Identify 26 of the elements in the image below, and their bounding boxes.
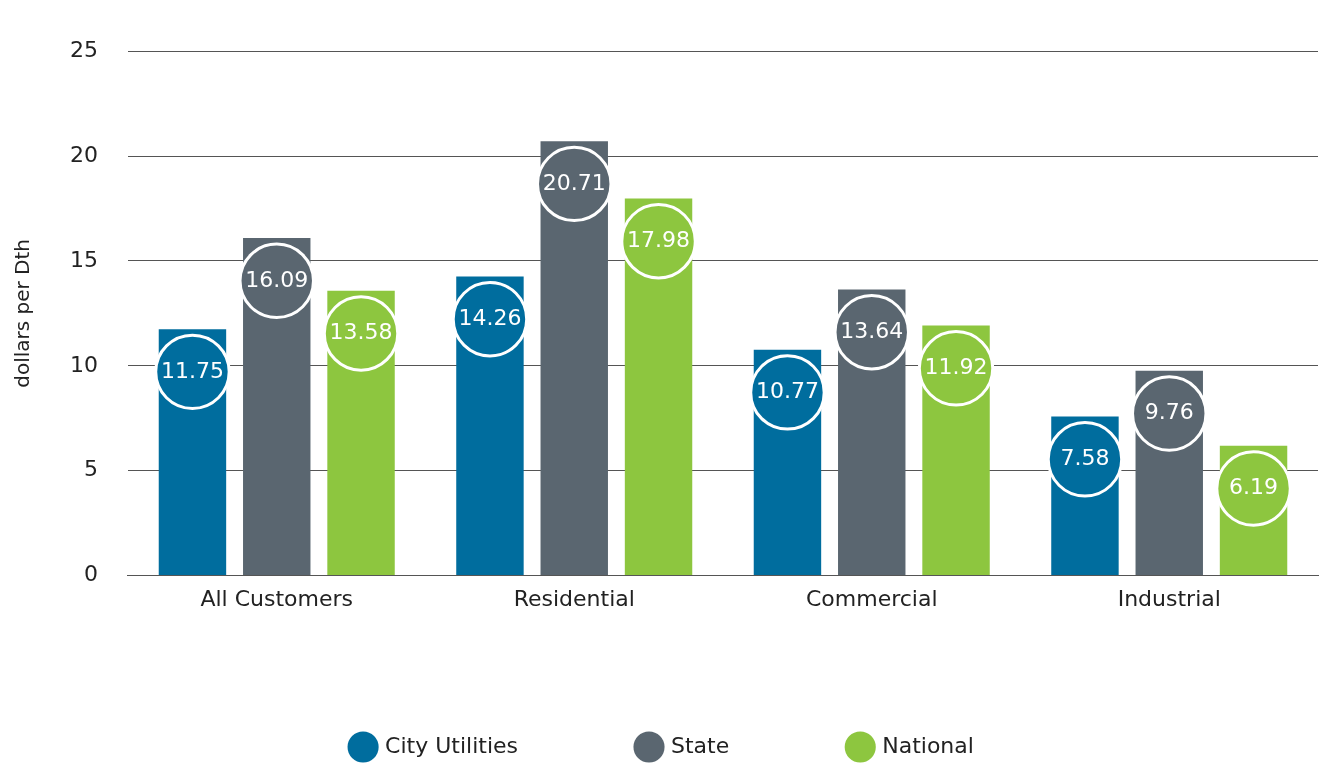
data-label: 9.76 <box>1144 399 1194 425</box>
data-label: 10.77 <box>755 378 819 404</box>
data-label: 7.58 <box>1060 445 1110 471</box>
data-label: 20.71 <box>542 169 606 195</box>
x-tick-label: Residential <box>513 585 635 611</box>
y-tick-label: 15 <box>69 246 98 272</box>
data-label: 11.92 <box>924 354 988 379</box>
data-label: 14.26 <box>458 304 522 330</box>
legend-label: State <box>671 732 730 758</box>
legend-label: National <box>882 732 974 758</box>
y-axis-title: dollars per Dth <box>10 238 35 388</box>
legend-label: City Utilities <box>385 732 519 758</box>
data-label: 11.75 <box>160 357 224 383</box>
data-label: 16.09 <box>245 266 309 292</box>
x-tick-label: Commercial <box>805 585 938 611</box>
y-tick-label: 10 <box>69 351 98 377</box>
data-label: 17.98 <box>627 226 691 252</box>
y-tick-label: 20 <box>69 141 98 167</box>
y-tick-label: 25 <box>69 36 98 62</box>
data-label: 13.58 <box>329 319 393 345</box>
y-tick-label: 0 <box>83 561 98 587</box>
x-tick-label: All Customers <box>200 585 354 611</box>
data-label: 13.64 <box>840 317 904 343</box>
x-tick-label: Industrial <box>1117 585 1221 611</box>
y-tick-label: 5 <box>83 456 98 482</box>
data-label: 6.19 <box>1229 474 1279 500</box>
